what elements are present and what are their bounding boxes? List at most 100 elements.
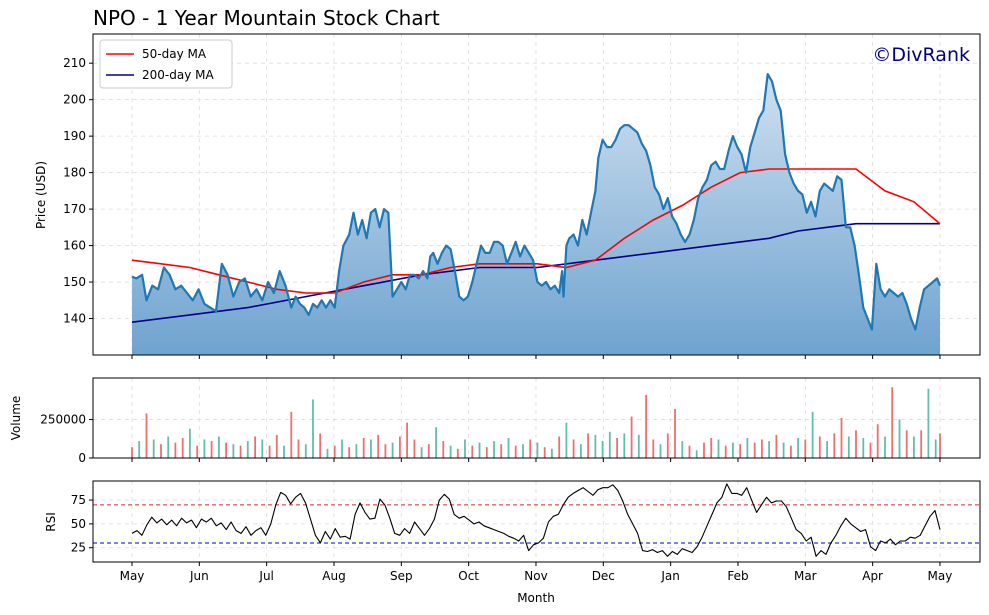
x-tick-label: Dec: [592, 569, 615, 583]
volume-bar: [326, 448, 329, 458]
volume-bar: [724, 445, 727, 458]
price-area: [132, 74, 940, 355]
volume-bar: [826, 441, 828, 458]
volume-bar: [913, 436, 915, 458]
volume-bar: [939, 433, 941, 458]
volume-bar: [413, 439, 416, 458]
volume-bar: [290, 411, 293, 458]
volume-bar: [818, 436, 821, 458]
volume-bar: [522, 444, 524, 458]
volume-bar: [753, 442, 756, 458]
price-y-ticks: 140 150 160 170 180 190 200 210: [63, 56, 93, 326]
volume-bar: [406, 422, 408, 458]
volume-bar: [131, 447, 133, 458]
volume-bar: [275, 434, 278, 458]
volume-bar: [268, 445, 271, 458]
y-tick-label: 0: [78, 451, 86, 465]
rsi-x-ticks: May Jun Jul Aug Sep Oct Nov Dec Jan Feb Mar Apr May: [120, 562, 953, 583]
price-frame: [92, 33, 981, 356]
volume-bar: [304, 444, 307, 458]
volume-bar: [543, 447, 546, 458]
volume-frame: [92, 377, 981, 459]
volume-bar: [514, 445, 517, 458]
volume-panel: 0 250000 Volume: [9, 377, 981, 465]
volume-bar: [427, 444, 430, 458]
legend-label-ma200: 200-day MA: [142, 68, 214, 82]
volume-bar: [884, 436, 886, 458]
volume-x-ticks: [131, 458, 941, 462]
volume-bar: [891, 387, 894, 458]
volume-bar: [138, 441, 141, 458]
x-tick-label: May: [928, 569, 953, 583]
volume-bar: [152, 439, 155, 458]
volume-y-label: Volume: [9, 396, 23, 441]
volume-bar: [319, 433, 322, 458]
volume-bar: [666, 433, 669, 458]
x-tick-label: Oct: [458, 569, 479, 583]
x-tick-label: Mar: [794, 569, 817, 583]
volume-bar: [167, 436, 170, 458]
volume-bar: [160, 444, 162, 458]
volume-bar: [833, 433, 836, 458]
rsi-grid: [93, 481, 980, 562]
volume-bar: [688, 445, 691, 458]
volume-bar: [485, 447, 488, 458]
rsi-line: [131, 483, 941, 557]
volume-bar: [493, 441, 495, 458]
y-tick-label: 200: [63, 93, 86, 107]
volume-bar: [464, 439, 466, 458]
y-tick-label: 180: [63, 166, 86, 180]
volume-bar: [261, 439, 264, 458]
volume-bar: [746, 438, 749, 458]
volume-bar: [529, 439, 532, 458]
legend: 50-day MA 200-day MA: [99, 39, 233, 89]
volume-bar: [580, 444, 582, 458]
volume-bar: [782, 442, 785, 458]
volume-bar: [739, 444, 742, 458]
volume-bar: [855, 430, 857, 458]
x-tick-label: May: [120, 569, 145, 583]
y-tick-label: 25: [71, 541, 86, 555]
volume-bar: [362, 438, 365, 458]
volume-bar: [558, 436, 561, 458]
y-tick-label: 160: [63, 239, 86, 253]
volume-bar: [804, 439, 807, 458]
volume-bar: [181, 438, 184, 458]
volume-bar: [797, 438, 799, 458]
legend-box: [99, 39, 233, 89]
y-tick-label: 140: [63, 312, 86, 326]
volume-bar: [840, 418, 843, 458]
x-tick-label: Sep: [390, 569, 413, 583]
price-panel: 140 150 160 170 180 190 200 210 Price (USD) ©Di…: [34, 33, 981, 359]
volume-bar: [601, 441, 604, 458]
price-x-ticks: [131, 355, 941, 359]
volume-bar: [442, 441, 445, 458]
y-tick-label: 50: [71, 517, 86, 531]
volume-bar: [847, 436, 850, 458]
volume-bar: [659, 444, 662, 458]
volume-bar: [608, 431, 611, 458]
volume-bar: [333, 445, 336, 458]
volume-bar: [790, 445, 792, 458]
volume-bar: [905, 430, 908, 458]
rsi-y-label: RSI: [44, 512, 58, 532]
volume-bar: [196, 445, 199, 458]
x-tick-label: Jan: [660, 569, 680, 583]
volume-bar: [312, 399, 314, 458]
volume-y-ticks: 0 250000: [40, 413, 93, 465]
volume-bar: [203, 439, 206, 458]
rsi-frame: [92, 480, 981, 563]
volume-bar: [551, 448, 553, 458]
x-tick-label: Nov: [524, 569, 547, 583]
volume-bar: [145, 413, 148, 458]
watermark: ©DivRank: [872, 44, 970, 66]
x-axis-label: Month: [517, 591, 555, 605]
volume-bar: [232, 444, 235, 458]
volume-bar: [717, 439, 720, 458]
volume-bar: [695, 450, 698, 458]
volume-bar: [384, 444, 387, 458]
volume-bar: [246, 441, 249, 458]
volume-bar: [370, 439, 372, 458]
price-line: [131, 73, 942, 331]
